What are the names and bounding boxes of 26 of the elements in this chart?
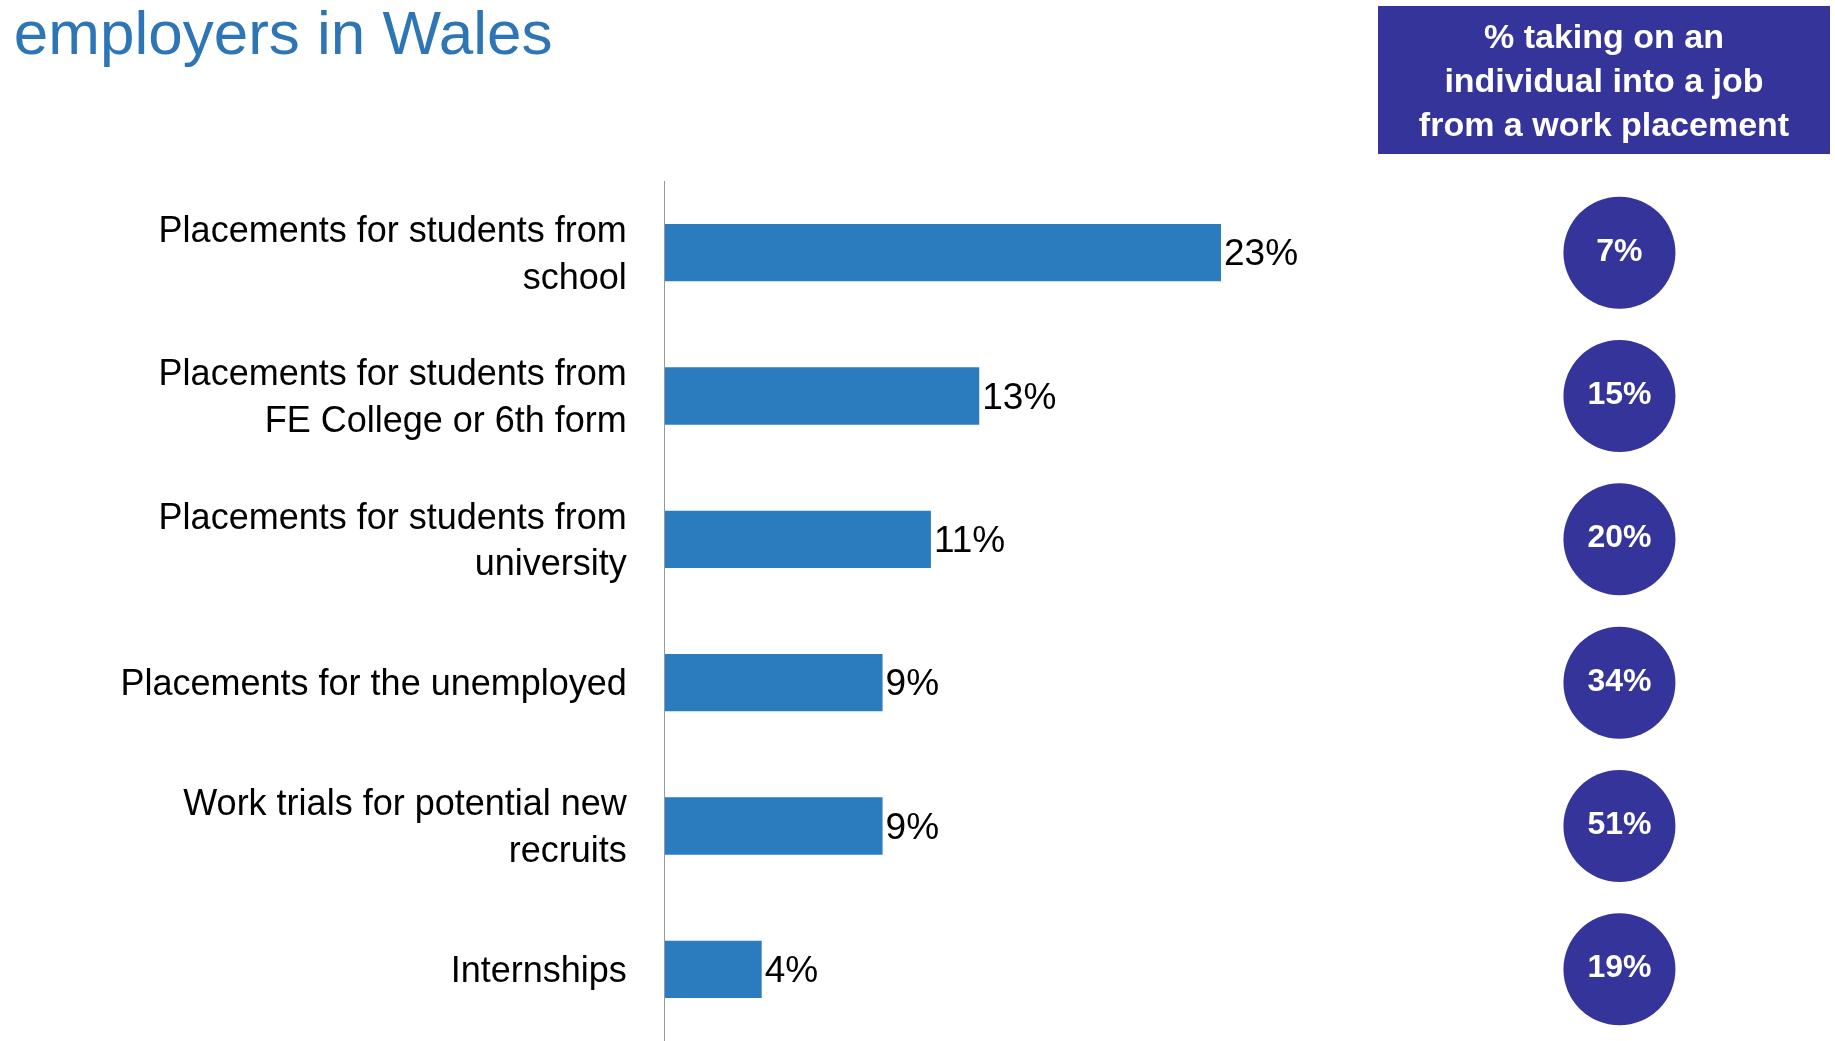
y-tick-label: Internships <box>450 948 627 990</box>
bar <box>665 797 883 855</box>
chart-title: employers in Wales <box>13 0 553 67</box>
data-label: 13% <box>982 375 1057 417</box>
data-label: 23% <box>1224 232 1299 274</box>
data-label: 20% <box>1587 518 1652 555</box>
bar <box>665 940 762 998</box>
data-label: 51% <box>1587 805 1652 841</box>
bar <box>665 654 883 712</box>
y-tick-label: Placements for students from school <box>158 208 627 297</box>
data-label: 4% <box>764 948 819 990</box>
data-label: 19% <box>1587 948 1652 985</box>
y-tick-label: Work trials for potential new recruits <box>183 782 628 870</box>
data-label: 9% <box>885 662 940 704</box>
data-label: 15% <box>1587 375 1652 411</box>
bar <box>665 510 931 568</box>
data-label: 34% <box>1587 661 1652 698</box>
bar <box>665 224 1221 282</box>
bar <box>665 367 980 425</box>
y-tick-label: Placements for students from FE College or 6th form <box>158 352 627 440</box>
y-tick-label: Placements for the unemployed <box>120 662 627 704</box>
text: % taking on an individual into a job from a work placement <box>1378 6 1830 154</box>
y-tick-label: Placements for students from university <box>158 495 627 584</box>
data-label: 9% <box>885 805 940 847</box>
data-label: 7% <box>1596 231 1643 268</box>
data-label: 11% <box>933 518 1006 560</box>
